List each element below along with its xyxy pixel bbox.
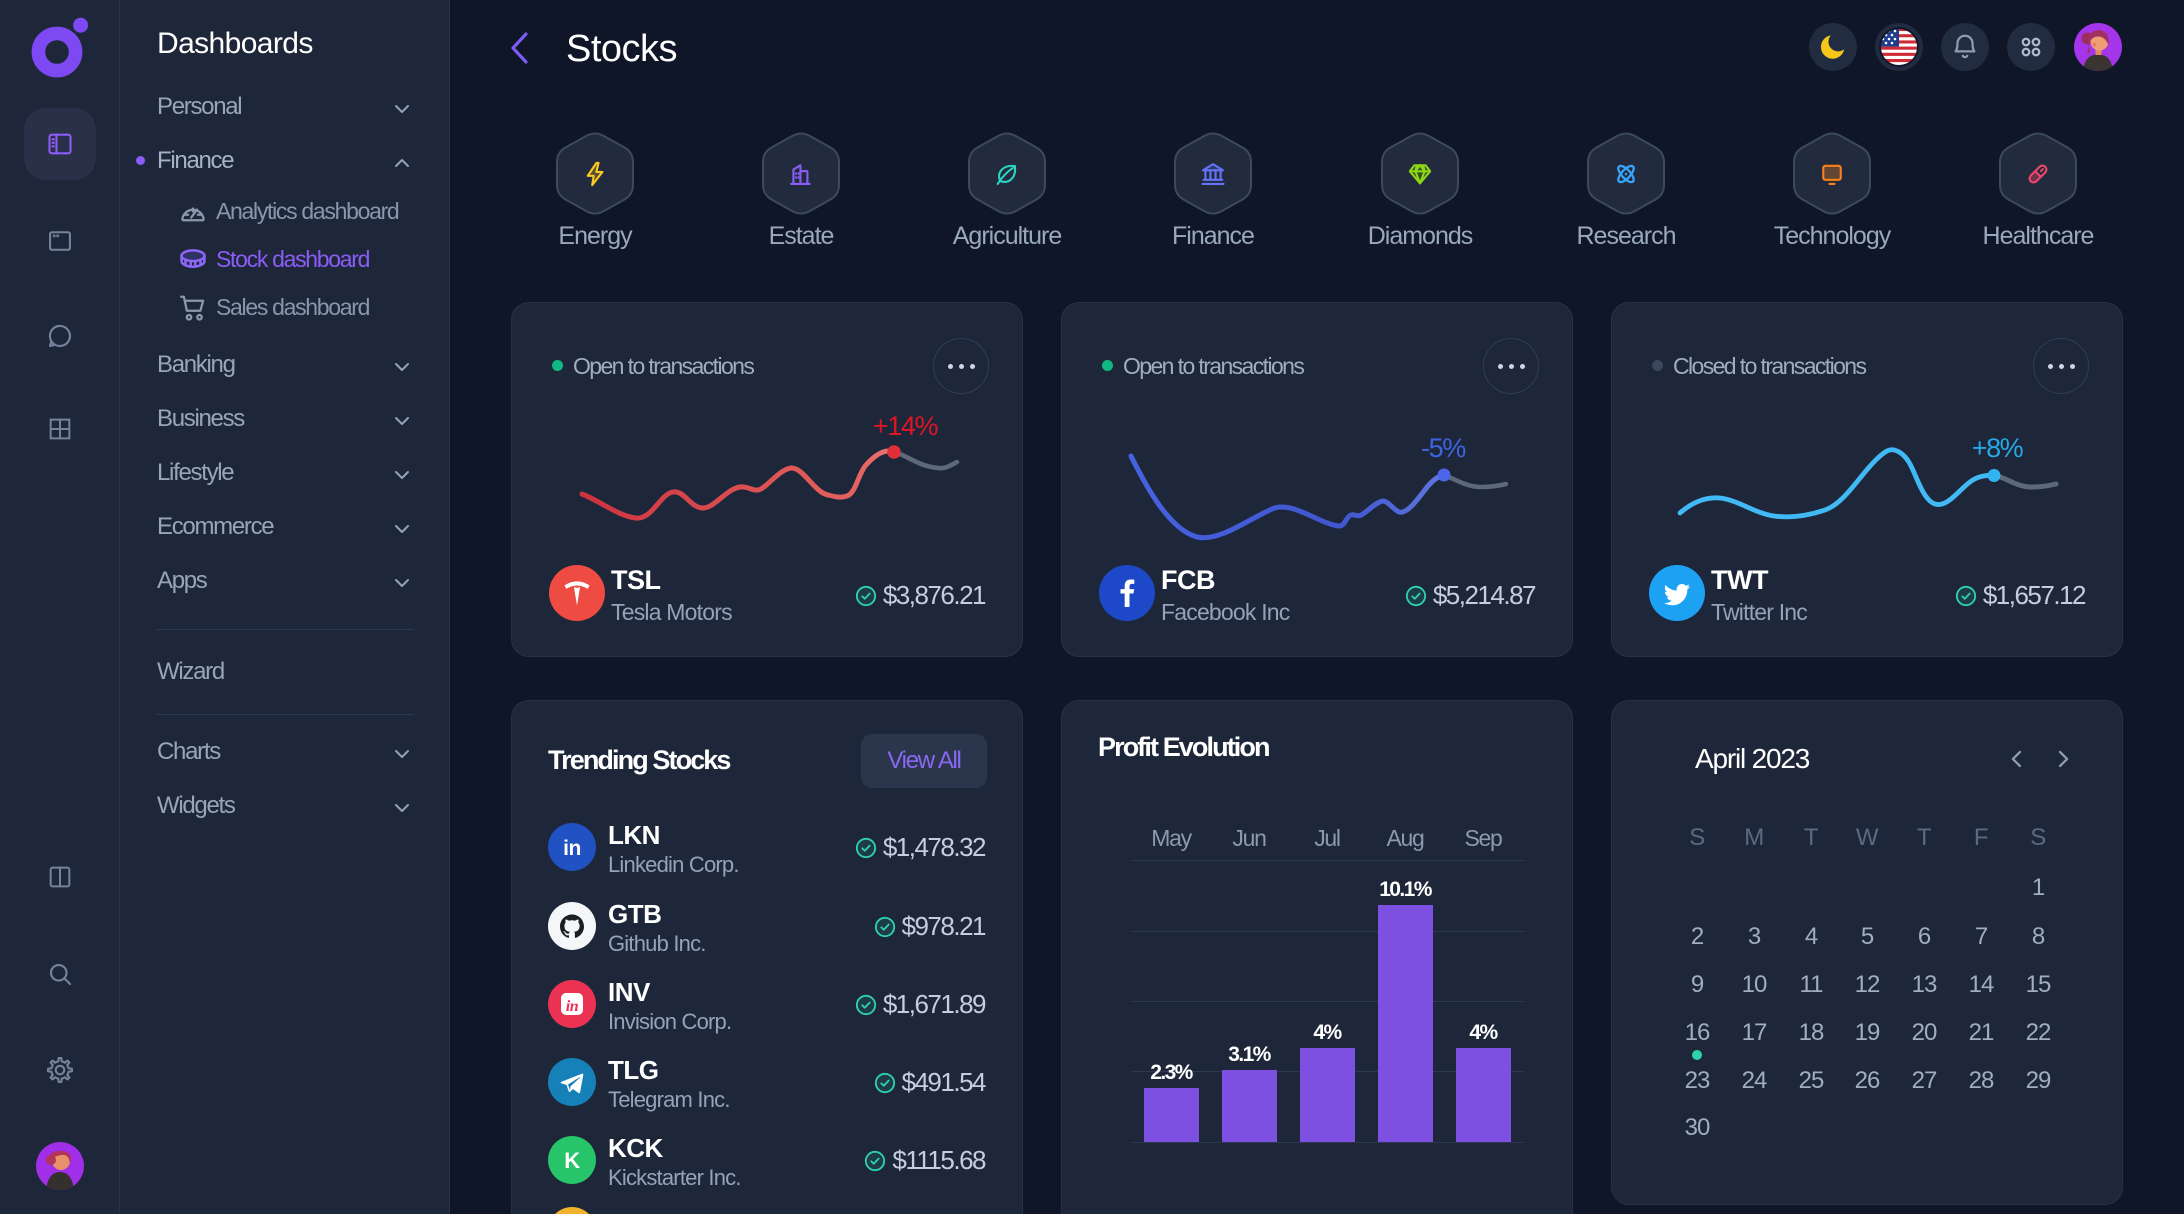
- svg-text:in: in: [563, 837, 581, 860]
- svg-text:K: K: [564, 1148, 580, 1173]
- svg-text:in: in: [566, 998, 579, 1015]
